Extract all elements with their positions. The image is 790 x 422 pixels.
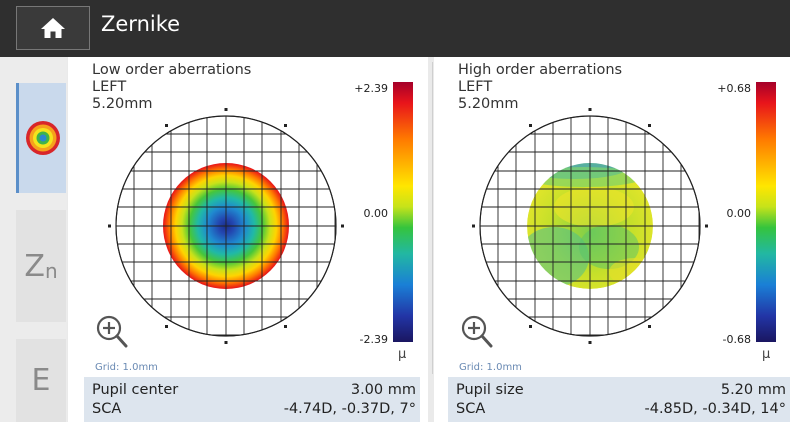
info-key: SCA <box>456 401 486 417</box>
zoom-in-icon[interactable] <box>461 315 493 349</box>
panel-high-order: High order aberrations LEFT 5.20mm <box>434 57 790 422</box>
home-button[interactable] <box>16 6 90 50</box>
grid-note: Grid: 1.0mm <box>95 362 158 373</box>
home-icon <box>41 18 65 38</box>
info-value: -4.74D, -0.37D, 7° <box>283 401 416 417</box>
scale-unit: μ <box>762 347 771 362</box>
sidebar-label-n: n <box>44 258 58 283</box>
app-title: Zernike <box>101 12 181 36</box>
color-map-icon <box>25 121 60 155</box>
eye-label: LEFT <box>458 79 493 95</box>
info-box: Pupil center 3.00 mm SCA -4.74D, -0.37D,… <box>84 377 420 422</box>
sidebar: Zn E <box>0 57 67 422</box>
scale-max: +2.39 <box>354 82 388 95</box>
scale-max: +0.68 <box>717 82 751 95</box>
low-order-map[interactable] <box>68 57 428 377</box>
scale-min: -2.39 <box>359 333 388 346</box>
scale-mid: 0.00 <box>363 207 389 220</box>
panel-divider <box>432 62 433 374</box>
info-key: Pupil center <box>92 382 179 398</box>
pupil-diameter: 5.20mm <box>92 96 153 112</box>
sidebar-item-e[interactable]: E <box>16 339 66 422</box>
panel-low-order: Low order aberrations LEFT 5.20mm <box>68 57 428 422</box>
color-scale-bar <box>756 82 776 342</box>
sidebar-item-zernike[interactable]: Zn <box>16 210 66 322</box>
panel-title: Low order aberrations <box>92 62 252 78</box>
top-bar: Zernike <box>0 0 790 57</box>
scale-unit: μ <box>398 347 407 362</box>
high-order-map[interactable] <box>434 57 790 377</box>
eye-label: LEFT <box>92 79 127 95</box>
info-value: -4.85D, -0.34D, 14° <box>644 401 786 417</box>
info-key: Pupil size <box>456 382 524 398</box>
info-box: Pupil size 5.20 mm SCA -4.85D, -0.34D, 1… <box>448 377 790 422</box>
info-key: SCA <box>92 401 122 417</box>
sidebar-label-z: Z <box>24 248 45 284</box>
zoom-in-icon[interactable] <box>96 315 128 349</box>
grid-note: Grid: 1.0mm <box>459 362 522 373</box>
color-scale-bar <box>393 82 413 342</box>
info-value: 3.00 mm <box>350 382 416 398</box>
info-value: 5.20 mm <box>720 382 786 398</box>
scale-mid: 0.00 <box>726 207 752 220</box>
sidebar-label-e: E <box>31 363 51 398</box>
sidebar-item-map[interactable] <box>16 83 66 193</box>
pupil-diameter: 5.20mm <box>458 96 519 112</box>
panel-title: High order aberrations <box>458 62 623 78</box>
scale-min: -0.68 <box>722 333 751 346</box>
